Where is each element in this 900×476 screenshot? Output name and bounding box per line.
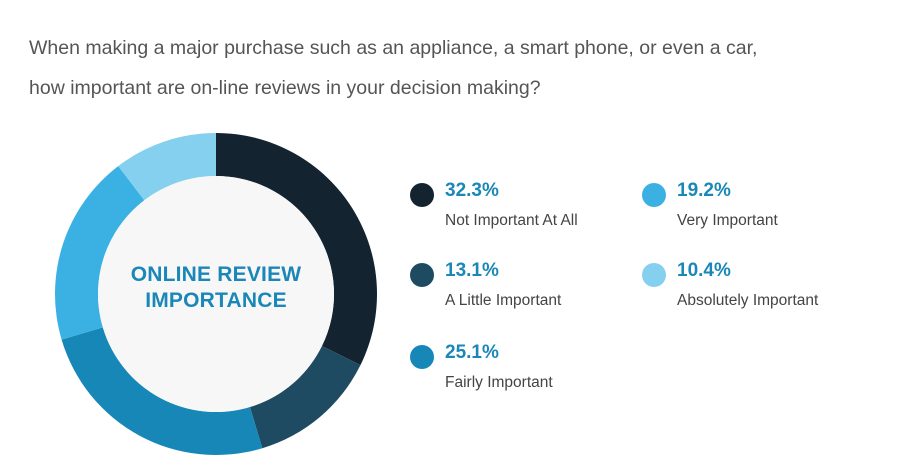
donut-slice-very-important (55, 166, 145, 340)
legend-swatch-very-important (642, 183, 666, 207)
legend-value-not-important: 32.3% (445, 180, 499, 201)
survey-question-line-2: how important are on-line reviews in you… (29, 77, 541, 99)
donut-slice-not-important-at-all (216, 133, 377, 365)
legend-label-very-important: Very Important (677, 212, 778, 229)
donut-center-label-line-1: ONLINE REVIEW (130, 263, 302, 286)
survey-question: When making a major purchase such as an … (29, 28, 879, 108)
donut-slice-a-little-important (249, 346, 361, 449)
legend-label-fairly-important: Fairly Important (445, 374, 553, 391)
donut-center-label-line-2: IMPORTANCE (145, 289, 287, 312)
donut-slice-fairly-important (61, 327, 263, 456)
legend-label-a-little-important: A Little Important (445, 292, 562, 309)
donut-hole (98, 176, 334, 412)
donut-slice-absolutely-important (118, 133, 216, 201)
legend-swatch-absolutely-important (642, 263, 666, 287)
donut-center-label: ONLINE REVIEW IMPORTANCE (106, 262, 326, 314)
survey-question-line-1: When making a major purchase such as an … (29, 37, 758, 59)
legend-label-not-important: Not Important At All (445, 212, 578, 229)
legend-value-very-important: 19.2% (677, 180, 731, 201)
legend-swatch-not-important (410, 183, 434, 207)
legend-swatch-fairly-important (410, 345, 434, 369)
legend-value-absolutely-important: 10.4% (677, 260, 731, 281)
legend-value-a-little-important: 13.1% (445, 260, 499, 281)
legend-value-fairly-important: 25.1% (445, 342, 499, 363)
legend-label-absolutely-important: Absolutely Important (677, 292, 819, 309)
legend-swatch-a-little-important (410, 263, 434, 287)
